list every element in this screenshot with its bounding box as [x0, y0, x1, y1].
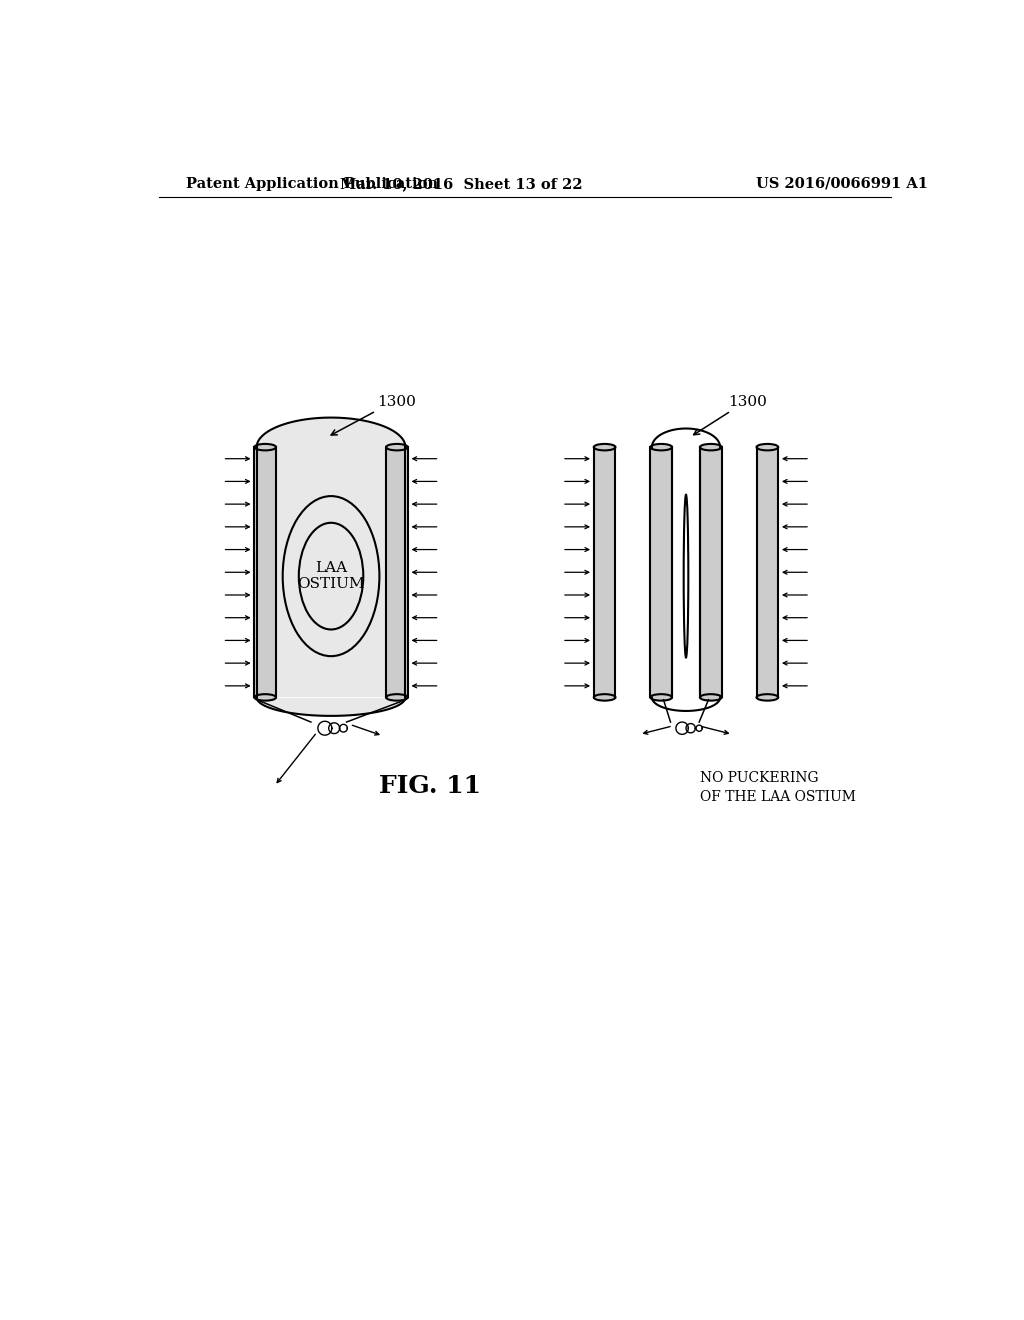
- Polygon shape: [254, 447, 276, 697]
- Polygon shape: [757, 447, 778, 697]
- Ellipse shape: [757, 694, 778, 701]
- Polygon shape: [594, 447, 615, 697]
- Polygon shape: [386, 447, 408, 697]
- Text: LAA
OSTIUM: LAA OSTIUM: [297, 561, 365, 591]
- Polygon shape: [650, 447, 672, 697]
- Text: NO PUCKERING
OF THE LAA OSTIUM: NO PUCKERING OF THE LAA OSTIUM: [700, 771, 856, 804]
- Text: Mar. 10, 2016  Sheet 13 of 22: Mar. 10, 2016 Sheet 13 of 22: [340, 177, 583, 191]
- Ellipse shape: [700, 694, 722, 701]
- Ellipse shape: [594, 444, 615, 450]
- Polygon shape: [700, 447, 722, 697]
- Polygon shape: [257, 417, 406, 715]
- Ellipse shape: [386, 444, 408, 450]
- Text: FIG. 11: FIG. 11: [379, 774, 481, 799]
- Ellipse shape: [700, 444, 722, 450]
- Ellipse shape: [650, 694, 672, 701]
- Ellipse shape: [650, 444, 672, 450]
- Text: Patent Application Publication: Patent Application Publication: [186, 177, 438, 191]
- Ellipse shape: [757, 444, 778, 450]
- Ellipse shape: [254, 444, 276, 450]
- Text: 1300: 1300: [378, 395, 417, 409]
- Text: US 2016/0066991 A1: US 2016/0066991 A1: [756, 177, 928, 191]
- Ellipse shape: [594, 694, 615, 701]
- Text: 1300: 1300: [729, 395, 768, 409]
- Ellipse shape: [254, 694, 276, 701]
- Ellipse shape: [386, 694, 408, 701]
